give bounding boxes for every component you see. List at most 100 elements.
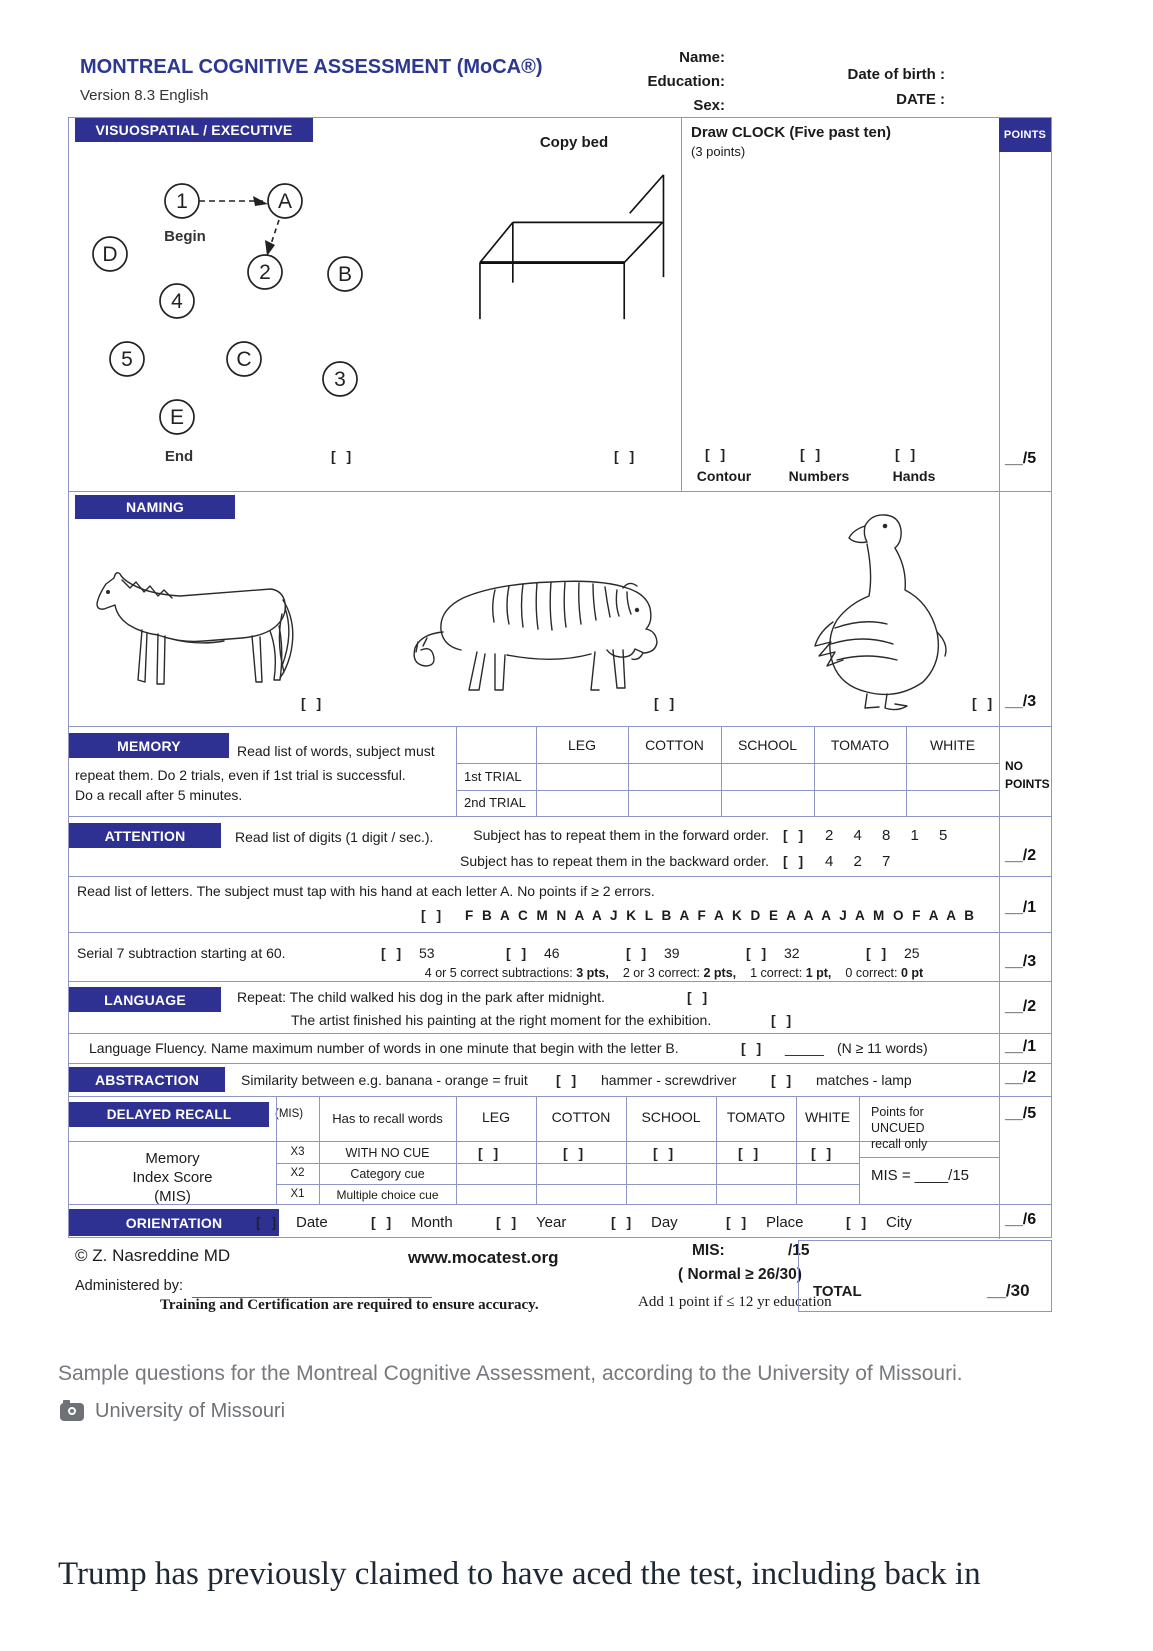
abstraction-intro: Similarity between e.g. banana - orange …	[241, 1072, 528, 1088]
serial-checkbox-39[interactable]: [ ]	[626, 945, 648, 961]
visuospatial-points[interactable]: __/5	[1005, 450, 1037, 467]
naming-duck-checkbox[interactable]: [ ]	[972, 695, 994, 711]
memory-grid-line	[456, 790, 999, 791]
delayed-grid-line	[716, 1097, 717, 1205]
letters-checkbox[interactable]: [ ]	[421, 907, 443, 923]
delayed-word-leg: LEG	[481, 1109, 510, 1125]
abstraction-points[interactable]: __/2	[1005, 1069, 1037, 1086]
copy-bed-label: Copy bed	[539, 134, 609, 151]
delayed-recall-checkbox-tomato[interactable]: [ ]	[738, 1145, 760, 1161]
trail-node-4: 4	[171, 290, 183, 313]
memory-index-score-label: Memory Index Score (MIS)	[132, 1150, 213, 1205]
memory-grid-line	[628, 727, 629, 817]
naming-section-tab: NAMING	[75, 495, 235, 519]
forward-order-checkbox[interactable]: [ ]	[783, 827, 805, 843]
orientation-day-checkbox[interactable]: [ ]	[611, 1214, 633, 1230]
delayed-recall-checkbox-leg[interactable]: [ ]	[478, 1145, 500, 1161]
trail-checkbox[interactable]: [ ]	[331, 448, 353, 464]
arrowhead-1a	[253, 196, 268, 206]
section-language: LANGUAGE Repeat: The child walked his do…	[69, 981, 1051, 1033]
trail-node-3: 3	[334, 368, 346, 391]
language-points[interactable]: __/2	[1005, 998, 1037, 1015]
serial-7-instruction: Serial 7 subtraction starting at 60.	[77, 945, 286, 961]
orientation-day-label: Day	[651, 1214, 678, 1231]
clock-numbers-checkbox[interactable]: [ ]	[800, 446, 822, 462]
mis-blank[interactable]: ____	[914, 1167, 949, 1184]
section-delayed-recall: DELAYED RECALL (MIS) Has to recall words…	[69, 1096, 1051, 1205]
mis-score-line: MIS = ____/15	[871, 1167, 970, 1184]
naming-horse-checkbox[interactable]: [ ]	[301, 695, 323, 711]
serial-checkbox-32[interactable]: [ ]	[746, 945, 768, 961]
repeat-2-checkbox[interactable]: [ ]	[771, 1012, 793, 1028]
trail-end-label: End	[165, 448, 193, 465]
attention-digits-points[interactable]: __/2	[1005, 847, 1037, 864]
repeat-sentence-2: The artist finished his painting at the …	[291, 1012, 712, 1028]
camera-icon	[60, 1400, 84, 1421]
orientation-month-checkbox[interactable]: [ ]	[371, 1214, 393, 1230]
attention-letters-points[interactable]: __/1	[1005, 899, 1037, 916]
draw-clock-title: Draw CLOCK (Five past ten)	[691, 124, 892, 141]
delayed-recall-checkbox-cotton[interactable]: [ ]	[563, 1145, 585, 1161]
total-points[interactable]: __/30	[987, 1281, 1030, 1300]
education-label: Education:	[647, 73, 726, 90]
orientation-month-label: Month	[411, 1214, 453, 1231]
duck-drawing	[814, 514, 947, 711]
moca-form: POINTS VISUOSPATIAL / EXECUTIVE	[68, 117, 1052, 1239]
abstraction-pair2-checkbox[interactable]: [ ]	[771, 1072, 793, 1088]
serial-7-points[interactable]: __/3	[1005, 953, 1037, 970]
abstraction-pair2: matches - lamp	[816, 1072, 912, 1088]
orientation-date-checkbox[interactable]: [ ]	[256, 1214, 278, 1230]
memory-instruction-1: Read list of words, subject must	[237, 743, 435, 759]
orientation-city-checkbox[interactable]: [ ]	[846, 1214, 868, 1230]
points-column-divider	[999, 118, 1000, 1239]
copyright-line: © Z. Nasreddine MD	[75, 1246, 231, 1265]
clock-hands-checkbox[interactable]: [ ]	[895, 446, 917, 462]
delayed-recall-checkbox-school[interactable]: [ ]	[653, 1145, 675, 1161]
serial-value-53: 53	[419, 945, 435, 961]
fluency-criterion: (N ≥ 11 words)	[837, 1040, 928, 1056]
uncued-note-1: Points for	[871, 1105, 924, 1119]
orientation-year-checkbox[interactable]: [ ]	[496, 1214, 518, 1230]
orientation-date-label: Date	[296, 1214, 328, 1231]
form-version: Version 8.3 English	[80, 87, 209, 104]
serial-checkbox-46[interactable]: [ ]	[506, 945, 528, 961]
section-attention-digits: ATTENTION Read list of digits (1 digit /…	[69, 816, 1051, 876]
clock-cell-divider	[681, 118, 682, 491]
memory-no-points-2: POINTS	[1005, 777, 1050, 791]
serial-checkbox-53[interactable]: [ ]	[381, 945, 403, 961]
trail-node-5: 5	[121, 348, 133, 371]
x1-label: X1	[290, 1188, 305, 1200]
backward-order-text: Subject has to repeat them in the backwa…	[460, 853, 769, 869]
bed-copy-checkbox[interactable]: [ ]	[614, 448, 636, 464]
total-label: TOTAL	[813, 1283, 862, 1300]
orientation-points[interactable]: __/6	[1005, 1211, 1037, 1228]
naming-tiger-checkbox[interactable]: [ ]	[654, 695, 676, 711]
language-section-tab: LANGUAGE	[69, 987, 221, 1012]
administered-by-blank[interactable]	[192, 1297, 432, 1298]
memory-grid-line	[536, 727, 537, 817]
fluency-blank[interactable]: _____	[785, 1040, 824, 1056]
orientation-place-checkbox[interactable]: [ ]	[726, 1214, 748, 1230]
repeat-1-checkbox[interactable]: [ ]	[687, 989, 709, 1005]
date-labels: Date of birth : DATE :	[780, 62, 946, 112]
fluency-points[interactable]: __/1	[1005, 1038, 1037, 1055]
fluency-checkbox[interactable]: [ ]	[741, 1040, 763, 1056]
moca-url[interactable]: www.mocatest.org	[408, 1248, 559, 1267]
backward-order-checkbox[interactable]: [ ]	[783, 853, 805, 869]
attention-section-tab: ATTENTION	[69, 823, 221, 848]
memory-instruction-2: repeat them. Do 2 trials, even if 1st tr…	[75, 767, 406, 783]
serial-checkbox-25[interactable]: [ ]	[866, 945, 888, 961]
delayed-recall-checkbox-white[interactable]: [ ]	[811, 1145, 833, 1161]
naming-points[interactable]: __/3	[1005, 693, 1037, 710]
normal-threshold: ( Normal ≥ 26/30)	[678, 1266, 802, 1283]
memory-word-tomato: TOMATO	[830, 737, 890, 753]
abstraction-pair1-checkbox[interactable]: [ ]	[556, 1072, 578, 1088]
delayed-recall-points[interactable]: __/5	[1005, 1105, 1037, 1122]
serial-value-46: 46	[544, 945, 560, 961]
clock-contour-checkbox[interactable]: [ ]	[705, 446, 727, 462]
horse-drawing	[96, 571, 294, 685]
delayed-grid-line	[276, 1163, 859, 1164]
abstraction-section-tab: ABSTRACTION	[69, 1067, 225, 1092]
with-no-cue-label: WITH NO CUE	[345, 1146, 430, 1160]
image-caption: Sample questions for the Montreal Cognit…	[58, 1362, 963, 1385]
